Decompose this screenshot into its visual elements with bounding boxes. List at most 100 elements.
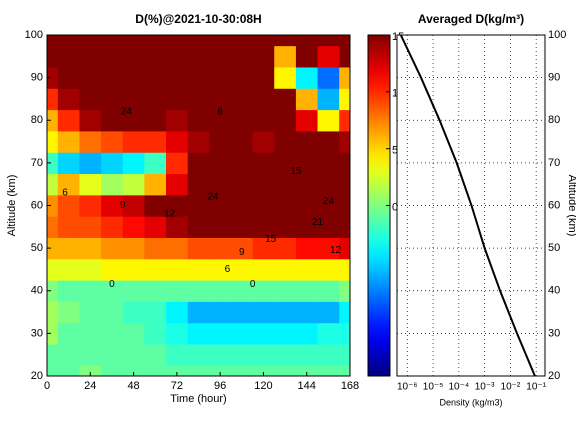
cell <box>122 365 145 376</box>
cell <box>209 88 232 111</box>
cell <box>57 194 80 217</box>
cell <box>79 109 102 132</box>
cell <box>317 88 340 111</box>
y-tick-label: 80 <box>548 114 560 126</box>
cell <box>252 66 275 89</box>
cell <box>101 194 124 217</box>
cell <box>79 344 102 366</box>
cell <box>79 173 102 196</box>
cell <box>317 173 340 196</box>
cell <box>274 173 297 196</box>
contour-label: 21 <box>312 217 324 228</box>
cell <box>122 216 145 238</box>
cell <box>187 301 210 324</box>
contour-label: 9 <box>239 247 245 258</box>
cell <box>79 88 102 111</box>
y-tick-label: 50 <box>548 242 560 254</box>
cell <box>230 280 254 302</box>
cell <box>252 109 275 132</box>
cell <box>57 35 80 47</box>
cell <box>57 45 80 68</box>
cell <box>187 130 210 153</box>
cell <box>317 322 340 345</box>
cell <box>274 301 297 324</box>
x-tick-label: 10⁻⁶ <box>397 382 418 393</box>
y-tick-label: 40 <box>31 285 43 297</box>
cell <box>166 258 189 281</box>
cell <box>209 237 232 260</box>
cell <box>339 344 350 366</box>
cell <box>101 130 124 153</box>
cell <box>209 109 232 132</box>
cell <box>57 173 80 196</box>
cell <box>122 88 145 111</box>
cell <box>144 130 167 153</box>
cell <box>122 258 145 281</box>
cell <box>144 152 167 175</box>
cell <box>187 45 210 68</box>
cell <box>295 194 319 217</box>
cell <box>166 109 189 132</box>
cell <box>274 258 297 281</box>
cell <box>295 344 319 366</box>
cell <box>209 173 232 196</box>
cell <box>339 130 350 153</box>
cell <box>252 258 275 281</box>
cell <box>57 130 80 153</box>
cell <box>187 280 210 302</box>
y-tick-label: 50 <box>31 242 43 254</box>
cell <box>166 301 189 324</box>
chart-title: D(%)@2021-10-30:08H <box>135 12 261 26</box>
cell <box>144 66 167 89</box>
cell <box>47 258 59 281</box>
cell <box>47 365 59 376</box>
x-tick-label: 10⁻⁴ <box>448 382 469 393</box>
cell <box>144 322 167 345</box>
cell <box>295 280 319 302</box>
cell <box>252 88 275 111</box>
cell <box>166 280 189 302</box>
y-axis-label: Altitude (km) <box>566 175 576 237</box>
colorbar-tick-label: 1 <box>392 88 398 100</box>
cell <box>209 194 232 217</box>
cell <box>57 216 80 238</box>
contour-label: 24 <box>121 106 133 117</box>
x-tick-label: 144 <box>298 380 316 392</box>
cell <box>101 301 124 324</box>
cell <box>187 173 210 196</box>
cell <box>274 109 297 132</box>
cell <box>187 322 210 345</box>
x-tick-label: 10⁻⁵ <box>423 382 444 393</box>
cell <box>57 152 80 175</box>
cell <box>144 216 167 238</box>
cells <box>47 35 350 376</box>
cell <box>57 322 80 345</box>
y-axis-label: Altitude (km) <box>6 175 18 237</box>
x-tick-label: 0 <box>44 380 50 392</box>
cell <box>101 109 124 132</box>
cell <box>79 280 102 302</box>
cell <box>230 237 254 260</box>
contour-label: 12 <box>330 245 342 256</box>
cell <box>101 322 124 345</box>
cell <box>274 216 297 238</box>
cell <box>57 88 80 111</box>
cell <box>57 344 80 366</box>
contour-label: 15 <box>265 234 277 245</box>
cell <box>47 216 59 238</box>
cell <box>79 45 102 68</box>
cell <box>144 344 167 366</box>
cell <box>209 45 232 68</box>
cell <box>295 109 319 132</box>
cell <box>57 301 80 324</box>
cell <box>295 216 319 238</box>
cell <box>187 365 210 376</box>
cell <box>101 152 124 175</box>
cell <box>295 130 319 153</box>
x-axis-label: Density (kg/m3) <box>439 397 502 407</box>
cell <box>252 344 275 366</box>
cell <box>47 109 59 132</box>
x-axis-label: Time (hour) <box>170 393 226 405</box>
colorbar-tick-label: 5 <box>392 145 398 157</box>
cell <box>274 365 297 376</box>
